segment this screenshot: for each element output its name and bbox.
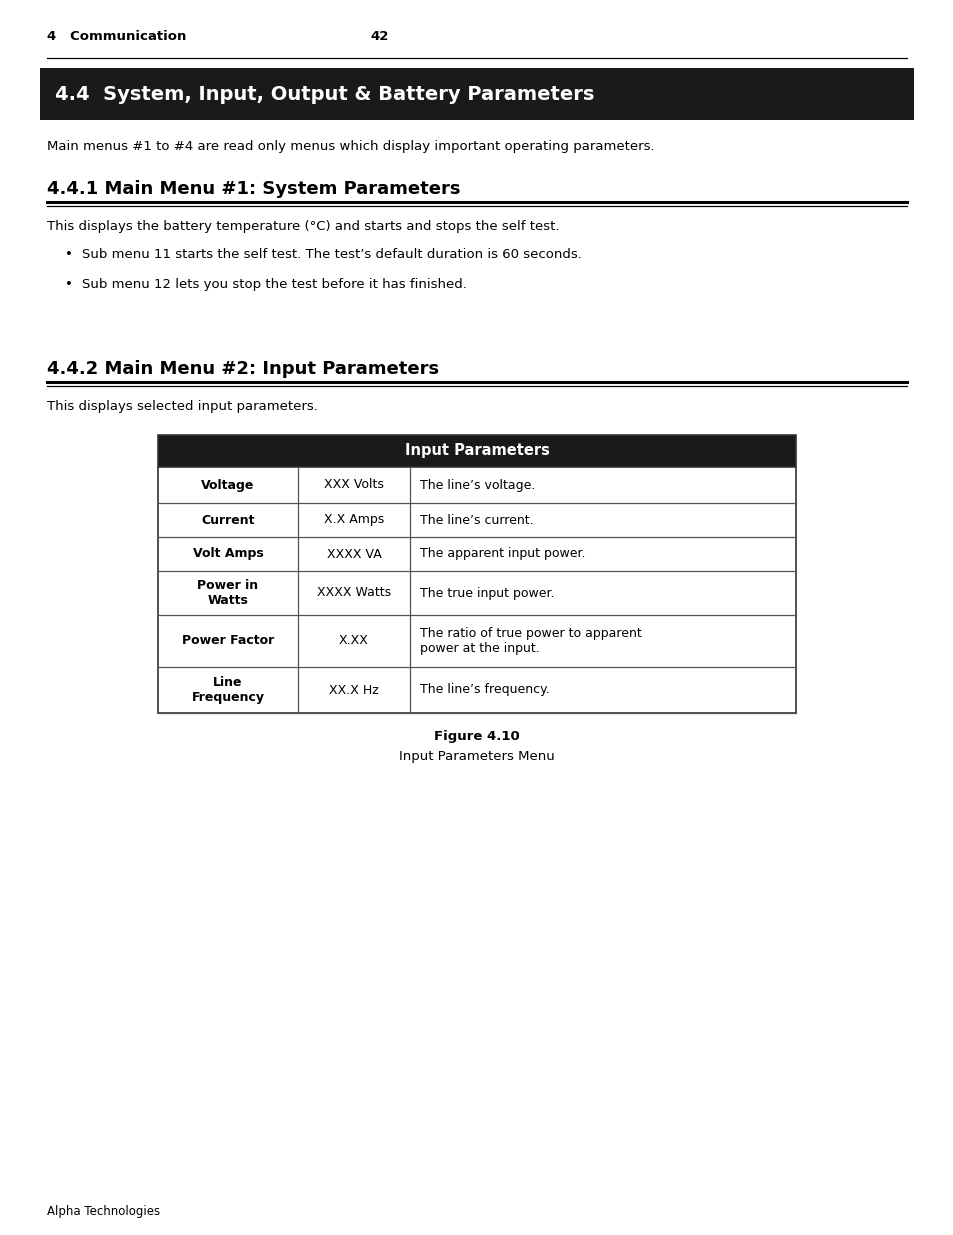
Text: 4.4.1 Main Menu #1: System Parameters: 4.4.1 Main Menu #1: System Parameters <box>47 180 460 198</box>
Text: The ratio of true power to apparent
power at the input.: The ratio of true power to apparent powe… <box>419 627 641 655</box>
Text: Voltage: Voltage <box>201 478 254 492</box>
Text: Sub menu 12 lets you stop the test before it has finished.: Sub menu 12 lets you stop the test befor… <box>82 278 466 291</box>
Text: X.X Amps: X.X Amps <box>323 514 384 526</box>
Text: The line’s current.: The line’s current. <box>419 514 533 526</box>
Text: This displays the battery temperature (°C) and starts and stops the self test.: This displays the battery temperature (°… <box>47 220 558 233</box>
Bar <box>40 68 913 120</box>
Text: •: • <box>65 248 72 261</box>
Bar <box>158 435 795 467</box>
Text: •: • <box>65 278 72 291</box>
Text: Power Factor: Power Factor <box>182 635 274 647</box>
Text: The line’s voltage.: The line’s voltage. <box>419 478 535 492</box>
Text: X.XX: X.XX <box>338 635 369 647</box>
Text: XXXX Watts: XXXX Watts <box>316 587 391 599</box>
Text: This displays selected input parameters.: This displays selected input parameters. <box>47 400 317 412</box>
Text: XX.X Hz: XX.X Hz <box>329 683 378 697</box>
Text: The true input power.: The true input power. <box>419 587 554 599</box>
Text: Line
Frequency: Line Frequency <box>192 676 264 704</box>
Text: 4.4  System, Input, Output & Battery Parameters: 4.4 System, Input, Output & Battery Para… <box>55 84 594 104</box>
Text: Volt Amps: Volt Amps <box>193 547 263 561</box>
Text: Power in
Watts: Power in Watts <box>197 579 258 606</box>
Text: Alpha Technologies: Alpha Technologies <box>47 1205 160 1218</box>
Text: Current: Current <box>201 514 254 526</box>
Text: Sub menu 11 starts the self test. The test’s default duration is 60 seconds.: Sub menu 11 starts the self test. The te… <box>82 248 581 261</box>
Text: XXXX VA: XXXX VA <box>326 547 381 561</box>
Text: 4.4.2 Main Menu #2: Input Parameters: 4.4.2 Main Menu #2: Input Parameters <box>47 359 438 378</box>
Text: Main menus #1 to #4 are read only menus which display important operating parame: Main menus #1 to #4 are read only menus … <box>47 140 654 153</box>
Text: The line’s frequency.: The line’s frequency. <box>419 683 549 697</box>
Text: Input Parameters: Input Parameters <box>404 443 549 458</box>
Text: The apparent input power.: The apparent input power. <box>419 547 585 561</box>
Text: Input Parameters Menu: Input Parameters Menu <box>398 750 555 763</box>
Text: 42: 42 <box>370 30 388 42</box>
Text: Figure 4.10: Figure 4.10 <box>434 730 519 743</box>
Text: 4   Communication: 4 Communication <box>47 30 186 42</box>
Text: XXX Volts: XXX Volts <box>324 478 383 492</box>
Bar <box>158 435 795 713</box>
